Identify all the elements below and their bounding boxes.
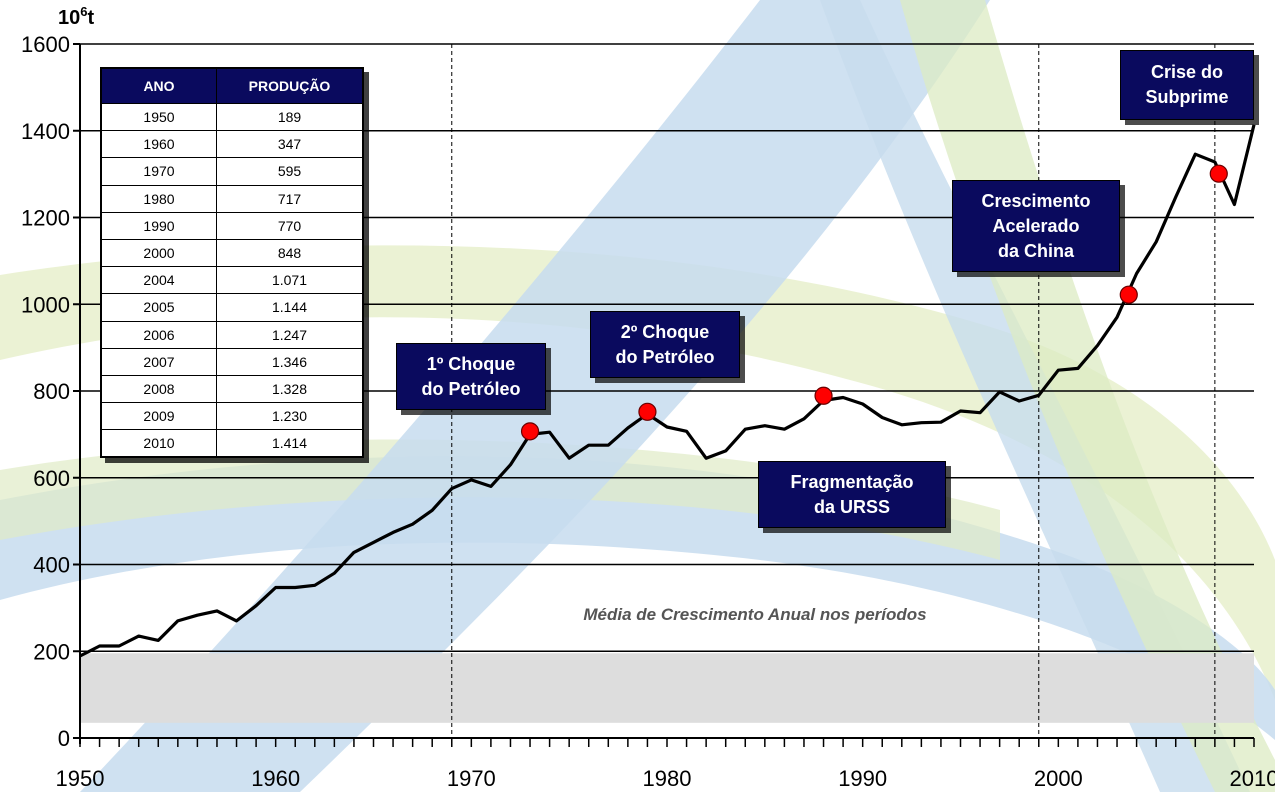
event-marker xyxy=(638,402,657,421)
y-tick-label: 800 xyxy=(33,379,70,404)
table-cell-year: 2005 xyxy=(101,293,217,321)
table-row: 2005 1.144 xyxy=(101,293,363,321)
table-cell-production: 1.346 xyxy=(216,347,363,376)
table-cell-year: 2007 xyxy=(101,347,217,376)
table-row: 2006 1.247 xyxy=(101,320,363,349)
table-cell-production: 1.328 xyxy=(216,374,363,403)
annotation-second-oil-shock: 2º Choque do Petróleo xyxy=(590,311,740,378)
ribbon-green-arc xyxy=(0,245,1275,701)
table-cell-year: 1970 xyxy=(101,157,217,186)
table-header-production: PRODUÇÃO xyxy=(216,68,363,104)
event-marker xyxy=(1119,285,1138,304)
y-tick-label: 1400 xyxy=(21,119,70,144)
table-row: 2007 1.346 xyxy=(101,347,363,376)
annotation-subprime-crisis: Crise do Subprime xyxy=(1120,50,1254,120)
y-tick-label: 200 xyxy=(33,639,70,664)
table-row: 1970 595 xyxy=(101,157,363,186)
table-cell-production: 717 xyxy=(216,184,363,213)
x-tick-labels: 1950 1960 1970 1980 1990 2000 2010 xyxy=(56,766,1275,791)
table-row: 2009 1.230 xyxy=(101,402,363,430)
y-tick-labels: 0 200 400 600 800 1000 1200 1400 1600 xyxy=(21,32,70,751)
table-cell-production: 1.247 xyxy=(216,320,363,349)
y-tick-label: 1200 xyxy=(21,206,70,231)
table-cell-production: 848 xyxy=(216,238,363,267)
x-tick-label: 2010 xyxy=(1230,766,1275,791)
table-cell-year: 2009 xyxy=(101,402,217,430)
table-cell-production: 1.144 xyxy=(216,293,363,321)
table-body: 1950 189 1960 347 1970 595 1980 717 1990 770 2000 8… xyxy=(101,102,363,458)
table-row: 1950 189 xyxy=(101,102,363,131)
y-tick-label: 600 xyxy=(33,466,70,491)
x-tick-label: 1990 xyxy=(838,766,887,791)
table-cell-year: 2008 xyxy=(101,374,217,403)
x-tick-label: 1970 xyxy=(447,766,496,791)
table-cell-production: 1.230 xyxy=(216,402,363,430)
table-row: 2000 848 xyxy=(101,238,363,267)
table-cell-production: 1.071 xyxy=(216,266,363,294)
table-cell-production: 770 xyxy=(216,211,363,240)
table-row: 1980 717 xyxy=(101,184,363,213)
production-line xyxy=(79,124,1256,658)
x-tick-label: 1980 xyxy=(643,766,692,791)
x-tick-label: 1960 xyxy=(251,766,300,791)
table-cell-year: 2006 xyxy=(101,320,217,349)
y-tick-label: 1000 xyxy=(21,292,70,317)
y-tick-label: 400 xyxy=(33,553,70,578)
table-cell-production: 189 xyxy=(216,102,363,131)
table-row: 2010 1.414 xyxy=(101,429,363,458)
table-cell-year: 2010 xyxy=(101,429,217,458)
table-row: 1960 347 xyxy=(101,130,363,158)
table-cell-year: 2004 xyxy=(101,266,217,294)
y-unit-label: 106t xyxy=(58,4,94,29)
y-tick-label: 0 xyxy=(58,726,70,751)
table-cell-production: 1.414 xyxy=(216,429,363,458)
table-header-year: ANO xyxy=(101,68,217,104)
annotation-china-growth: Crescimento Acelerado da China xyxy=(952,180,1120,272)
table-row: 2004 1.071 xyxy=(101,266,363,294)
table-cell-year: 2000 xyxy=(101,238,217,267)
table-row: 1990 770 xyxy=(101,211,363,240)
table-row: 2008 1.328 xyxy=(101,374,363,403)
event-markers xyxy=(520,164,1228,441)
table-header-row: ANO PRODUÇÃO xyxy=(101,68,363,104)
growth-note: Média de Crescimento Anual nos períodos xyxy=(583,605,926,624)
x-tick-label: 2000 xyxy=(1034,766,1083,791)
annotation-first-oil-shock: 1º Choque do Petróleo xyxy=(396,343,546,410)
table-cell-year: 1960 xyxy=(101,130,217,158)
table-cell-year: 1950 xyxy=(101,102,217,131)
production-table: ANO PRODUÇÃO 1950 189 1960 347 1970 595 1980 71… xyxy=(100,67,364,459)
axes xyxy=(73,43,1255,747)
table-cell-production: 595 xyxy=(216,157,363,186)
ribbon-green-lower xyxy=(0,439,1000,560)
event-marker xyxy=(814,386,833,405)
y-tick-label: 1600 xyxy=(21,32,70,57)
table-cell-year: 1980 xyxy=(101,184,217,213)
annotation-ussr-fragmentation: Fragmentação da URSS xyxy=(758,461,946,528)
growth-note-band xyxy=(80,653,1254,723)
event-marker xyxy=(520,422,540,441)
event-marker xyxy=(1209,164,1228,183)
x-tick-label: 1950 xyxy=(56,766,105,791)
table-cell-production: 347 xyxy=(216,130,363,158)
table-cell-year: 1990 xyxy=(101,211,217,240)
